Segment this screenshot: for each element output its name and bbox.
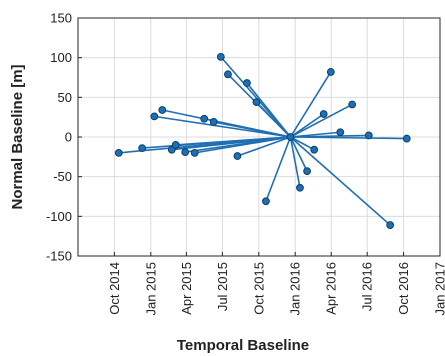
acquisition-point [336, 128, 345, 137]
y-tick-label: 150 [50, 11, 72, 26]
y-tick-label: -50 [53, 169, 72, 184]
baseline-link [265, 136, 292, 202]
x-tick-label: Jan 2017 [433, 262, 445, 316]
acquisition-point [243, 79, 251, 87]
y-tick-label: 0 [65, 130, 72, 145]
acquisition-point [296, 183, 304, 192]
acquisition-point [158, 106, 167, 114]
y-tick-label: 100 [50, 50, 72, 65]
acquisition-markers [114, 52, 411, 229]
acquisition-point [233, 152, 242, 160]
acquisition-point [386, 221, 395, 229]
x-tick-label: Apr 2015 [179, 262, 194, 315]
x-tick-label: Oct 2016 [396, 262, 411, 315]
acquisition-point [150, 112, 159, 121]
y-axis-title: Normal Baseline [m] [9, 64, 26, 209]
baseline-link [289, 113, 325, 138]
baseline-link [213, 121, 291, 138]
acquisition-point [224, 70, 232, 79]
acquisition-point [200, 114, 209, 123]
baseline-link [289, 71, 332, 138]
x-tick-label: Oct 2015 [251, 262, 266, 315]
acquisition-point [310, 145, 319, 154]
acquisition-point [190, 148, 199, 157]
baseline-link [255, 101, 292, 138]
x-tick-label: Oct 2014 [107, 262, 122, 315]
baseline-link [289, 136, 301, 188]
x-tick-label: Jul 2016 [360, 262, 375, 311]
baseline-link [290, 136, 315, 151]
x-axis-title: Temporal Baseline [177, 337, 309, 354]
x-tick-label: Jul 2015 [215, 262, 230, 311]
baseline-link [194, 136, 291, 154]
acquisition-point [348, 100, 357, 109]
acquisition-point [364, 131, 373, 140]
baseline-link [290, 136, 407, 140]
x-tick-label: Jan 2015 [143, 262, 158, 316]
baseline-link [289, 136, 391, 226]
y-tick-label: 50 [58, 90, 72, 105]
acquisition-point [138, 144, 146, 153]
acquisition-point [171, 141, 180, 149]
baseline-link [237, 136, 291, 157]
x-tick-label: Apr 2016 [324, 262, 339, 315]
acquisition-point [209, 118, 218, 126]
acquisition-point [262, 197, 270, 206]
baseline-links [118, 56, 407, 226]
baseline-link [289, 136, 308, 172]
acquisition-point [252, 98, 261, 106]
acquisition-point [181, 148, 190, 156]
baseline-link [290, 103, 353, 138]
axis-ticks: -150 -100 -50 0 50 100 150 Oct 2014 Jan 2015 Apr … [46, 11, 445, 316]
baseline-link [154, 115, 291, 138]
acquisition-point [402, 134, 411, 143]
reference-point [286, 133, 295, 141]
acquisition-point [216, 52, 225, 61]
y-tick-label: -150 [46, 249, 72, 264]
baseline-link [175, 136, 291, 146]
y-tick-label: -100 [46, 209, 72, 224]
acquisition-point [303, 167, 311, 176]
x-tick-label: Jan 2016 [288, 262, 303, 316]
baseline-link [246, 82, 292, 138]
acquisition-point [114, 148, 123, 157]
acquisition-point [319, 110, 328, 118]
acquisition-point [326, 68, 335, 76]
